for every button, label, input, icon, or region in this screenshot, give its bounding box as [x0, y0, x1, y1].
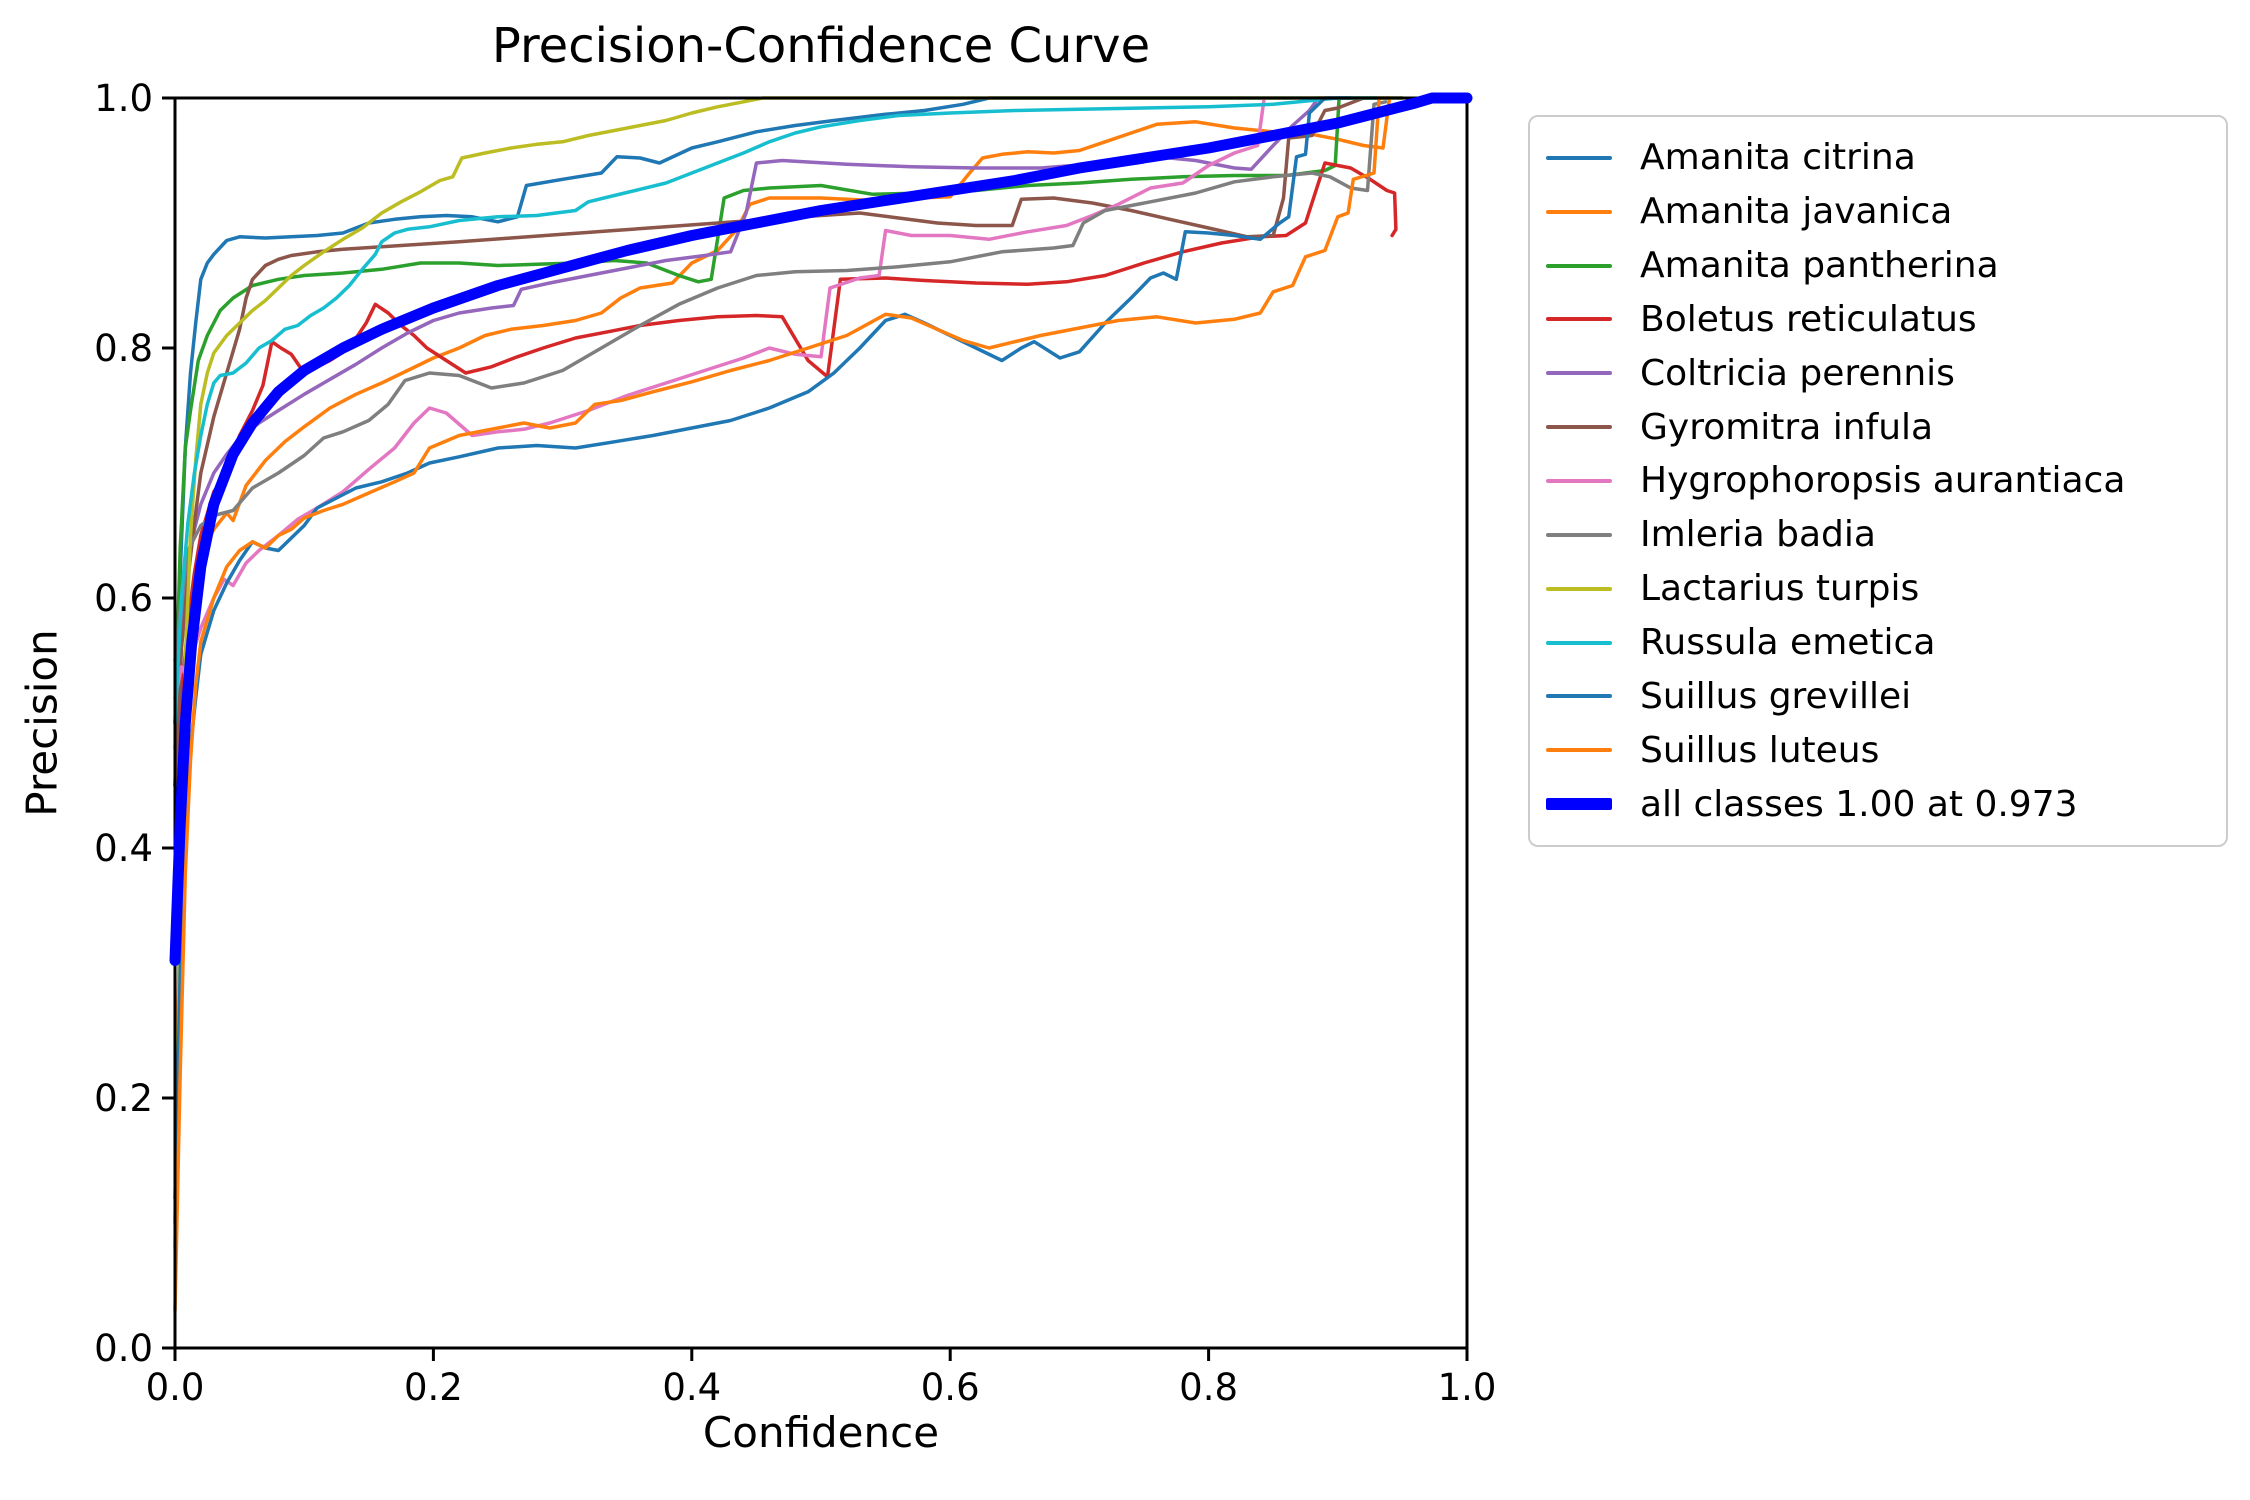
series-line — [173, 96, 1379, 725]
legend-label: Amanita citrina — [1640, 137, 1916, 179]
legend-item: Boletus reticulatus — [1530, 293, 2226, 347]
y-tick-label: 0.4 — [94, 827, 153, 870]
legend-line-sample — [1546, 371, 1612, 376]
legend-label: Hygrophoropsis aurantiaca — [1640, 460, 2126, 502]
legend-item: Amanita javanica — [1530, 185, 2226, 239]
legend-label: all classes 1.00 at 0.973 — [1640, 783, 2078, 825]
legend-line-sample — [1546, 425, 1612, 430]
chart-title: Precision-Confidence Curve — [491, 18, 1151, 74]
series-line — [173, 96, 1405, 788]
x-tick-label: 0.2 — [404, 1366, 463, 1409]
y-axis-label: Precision — [17, 629, 67, 817]
series-line — [173, 96, 1381, 1313]
legend-line-sample — [1546, 532, 1612, 537]
y-tick-label: 1.0 — [94, 77, 153, 120]
x-tick-label: 1.0 — [1438, 1366, 1497, 1409]
x-tick-label: 0.4 — [662, 1366, 721, 1409]
legend-label: Gyromitra infula — [1640, 406, 1934, 448]
legend-line-sample — [1546, 586, 1612, 591]
legend-label: Boletus reticulatus — [1640, 298, 1977, 340]
axes-spines — [173, 96, 1469, 1350]
legend-line-sample — [1546, 798, 1612, 811]
legend-line-sample — [1546, 317, 1612, 322]
legend-line-sample — [1546, 155, 1612, 160]
legend-line-sample — [1546, 478, 1612, 483]
legend-label: Lactarius turpis — [1640, 568, 1920, 610]
legend-label: Russula emetica — [1640, 622, 1936, 664]
legend-item: Lactarius turpis — [1530, 562, 2226, 616]
series-line — [173, 96, 1353, 1200]
legend-label: Amanita pantherina — [1640, 245, 1999, 287]
legend-item: Gyromitra infula — [1530, 400, 2226, 454]
legend-item: Amanita pantherina — [1530, 239, 2226, 293]
x-tick-label: 0.6 — [921, 1366, 980, 1409]
y-tick-label: 0.8 — [94, 327, 153, 370]
legend-item: Russula emetica — [1530, 616, 2226, 670]
legend-item: Coltricia perennis — [1530, 346, 2226, 400]
y-tick-label: 0.0 — [94, 1327, 153, 1370]
legend-line-sample — [1546, 263, 1612, 268]
series-line — [173, 96, 1266, 700]
x-tick-label: 0.0 — [146, 1366, 205, 1409]
legend: Amanita citrina Amanita javanica Amanita p… — [1528, 115, 2228, 847]
series-line — [173, 96, 1379, 725]
series-line — [173, 96, 1405, 1250]
series-line — [173, 100, 1388, 663]
legend-item: Suillus grevillei — [1530, 669, 2226, 723]
y-tick-label: 0.2 — [94, 1077, 153, 1120]
legend-item: Hygrophoropsis aurantiaca — [1530, 454, 2226, 508]
y-tick-label: 0.6 — [94, 577, 153, 620]
series-line-all-classes — [169, 92, 1473, 966]
series-line — [173, 96, 1392, 788]
legend-label: Amanita javanica — [1640, 191, 1953, 233]
legend-label: Suillus grevillei — [1640, 675, 1912, 717]
legend-label: Suillus luteus — [1640, 729, 1880, 771]
legend-line-sample — [1546, 209, 1612, 214]
legend-item: Amanita citrina — [1530, 131, 2226, 185]
legend-label: Coltricia perennis — [1640, 352, 1955, 394]
x-tick-label: 0.8 — [1179, 1366, 1238, 1409]
legend-line-sample — [1546, 640, 1612, 645]
legend-item: all classes 1.00 at 0.973 — [1530, 777, 2226, 831]
legend-item: Imleria badia — [1530, 508, 2226, 562]
legend-item: Suillus luteus — [1530, 723, 2226, 777]
legend-line-sample — [1546, 694, 1612, 699]
legend-line-sample — [1546, 748, 1612, 753]
x-axis-label: Confidence — [702, 1408, 940, 1457]
legend-label: Imleria badia — [1640, 514, 1876, 556]
series-line — [173, 96, 1392, 1225]
